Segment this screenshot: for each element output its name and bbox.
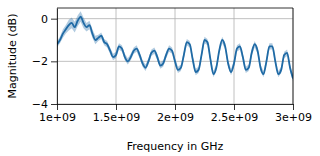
y-axis: −4 −2 0	[32, 9, 58, 112]
grid-line	[293, 8, 294, 104]
grid	[57, 8, 293, 104]
tick-label: −2	[32, 55, 48, 68]
tick: 3e+09	[275, 104, 312, 124]
frame	[57, 8, 293, 9]
x-axis-title: Frequency in GHz	[127, 140, 224, 153]
tick: 0	[41, 13, 57, 26]
grid-line	[57, 104, 293, 105]
tick-label: 2e+09	[157, 111, 194, 124]
tick: 2e+09	[157, 104, 194, 124]
tick-mark	[234, 104, 235, 110]
tick: 1.5e+09	[93, 104, 140, 124]
tick-label: 3e+09	[275, 111, 312, 124]
line	[57, 17, 293, 79]
tick-mark	[116, 104, 117, 110]
y-axis-title: Magnitude (dB)	[6, 14, 19, 99]
chart: 1e+09 1.5e+09 2e+09 2.5e+09 3e+09 −4 −2 0 Freque…	[0, 0, 320, 156]
error-band	[57, 11, 293, 81]
tick-mark	[51, 19, 57, 20]
tick-mark	[51, 61, 57, 62]
plot: 1e+09 1.5e+09 2e+09 2.5e+09 3e+09 −4 −2 0	[32, 8, 312, 124]
tick-label: 0	[41, 13, 48, 26]
x-axis: 1e+09 1.5e+09 2e+09 2.5e+09 3e+09	[39, 104, 312, 124]
tick: −2	[32, 55, 57, 68]
tick: 2.5e+09	[211, 104, 258, 124]
tick: −4	[32, 98, 57, 111]
marks	[57, 11, 293, 81]
grid-line	[234, 8, 235, 104]
tick-mark	[175, 104, 176, 110]
tick-label: 1e+09	[39, 111, 76, 124]
tick-mark	[57, 104, 58, 110]
tick-label: 1.5e+09	[93, 111, 140, 124]
tick-mark	[293, 104, 294, 110]
tick-mark	[51, 104, 57, 105]
tick-label: 2.5e+09	[211, 111, 258, 124]
tick-label: −4	[32, 98, 48, 111]
frame	[293, 8, 294, 104]
grid-line	[57, 8, 58, 104]
axis-line	[57, 9, 58, 105]
grid-line	[175, 8, 176, 104]
grid-line	[57, 18, 293, 19]
